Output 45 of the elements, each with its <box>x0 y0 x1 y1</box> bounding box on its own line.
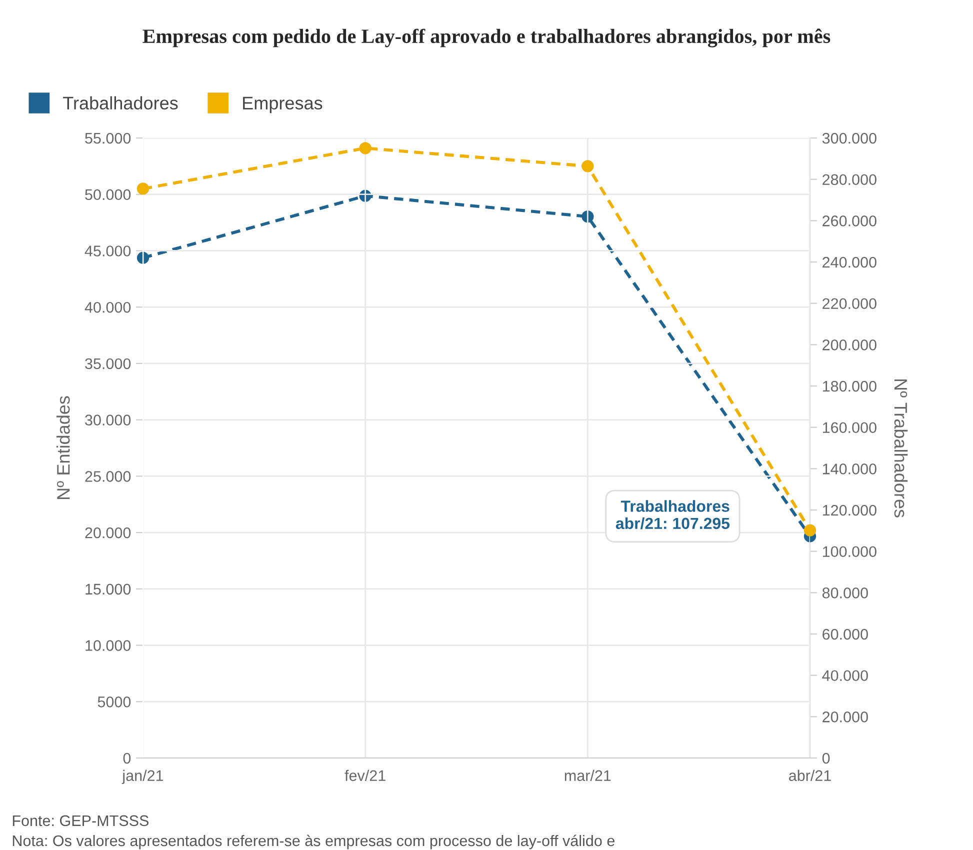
y2-tick-label: 40.000 <box>822 670 868 682</box>
y-tick-label: 15.000 <box>86 584 131 595</box>
y2-tick-label: 280.000 <box>822 174 876 186</box>
point <box>136 252 150 264</box>
point <box>136 182 150 195</box>
legend-label: Empresas <box>243 96 322 114</box>
y-tick-label: 20.000 <box>85 527 131 538</box>
legend-label: Trabalhadores <box>63 96 178 110</box>
x-tick-label: jan/21 <box>122 770 164 784</box>
y2-tick-label: 0 <box>822 752 830 764</box>
y-tick-label: 10.000 <box>86 640 131 651</box>
y-tick-label: 25.000 <box>85 471 131 482</box>
y2-tick-label: 160.000 <box>822 422 876 434</box>
y2-tick-label: 220.000 <box>822 298 876 310</box>
annotation: Trabalhadores abr/21: 107.295 <box>616 500 730 530</box>
y2-tick-label: 140.000 <box>822 464 876 474</box>
x-tick-label: mar/21 <box>564 770 611 782</box>
y-tick-label: 5000 <box>98 696 131 708</box>
y2-tick-label: 180.000 <box>822 380 876 392</box>
y2-tick-label: 60.000 <box>822 628 868 640</box>
y-tick-label: 0 <box>123 752 131 764</box>
y2-tick-label: 260.000 <box>822 216 876 226</box>
source-note: Fonte: GEP-MTSSS <box>12 815 149 826</box>
y-tick-label: 30.000 <box>85 414 131 426</box>
point <box>359 142 372 154</box>
y2-tick-label: 120.000 <box>822 504 876 516</box>
y-tick-label: 35.000 <box>85 358 131 370</box>
y2-tick-label: 240.000 <box>822 256 876 268</box>
y2-tick-label: 20.000 <box>822 712 868 722</box>
y-tick-label: 55.000 <box>85 132 131 144</box>
point <box>582 160 594 172</box>
y2-tick-label: 80.000 <box>822 588 868 598</box>
y2-tick-label: 200.000 <box>822 340 876 350</box>
y-tick-label: 50.000 <box>85 189 131 200</box>
chart-title: Empresas com pedido de Lay-off aprovado e trabalhadores abrangidos, por mês <box>142 28 830 48</box>
y-axis-title: Nº Entidades <box>56 396 70 499</box>
text: Nota: Os valores apresentados referem-se às empresas com processo de lay-off válido e <box>12 834 614 850</box>
y-tick-label: 40.000 <box>84 302 131 313</box>
point <box>804 524 816 536</box>
y-tick-label: 45.000 <box>84 246 131 256</box>
y2-axis-title: Nº Trabalhadores <box>894 379 908 518</box>
y2-tick-label: 100.000 <box>822 546 876 558</box>
x-tick-label: abr/21 <box>788 770 831 782</box>
x-tick-label: fev/21 <box>344 770 386 782</box>
y2-tick-label: 300.000 <box>822 132 876 144</box>
